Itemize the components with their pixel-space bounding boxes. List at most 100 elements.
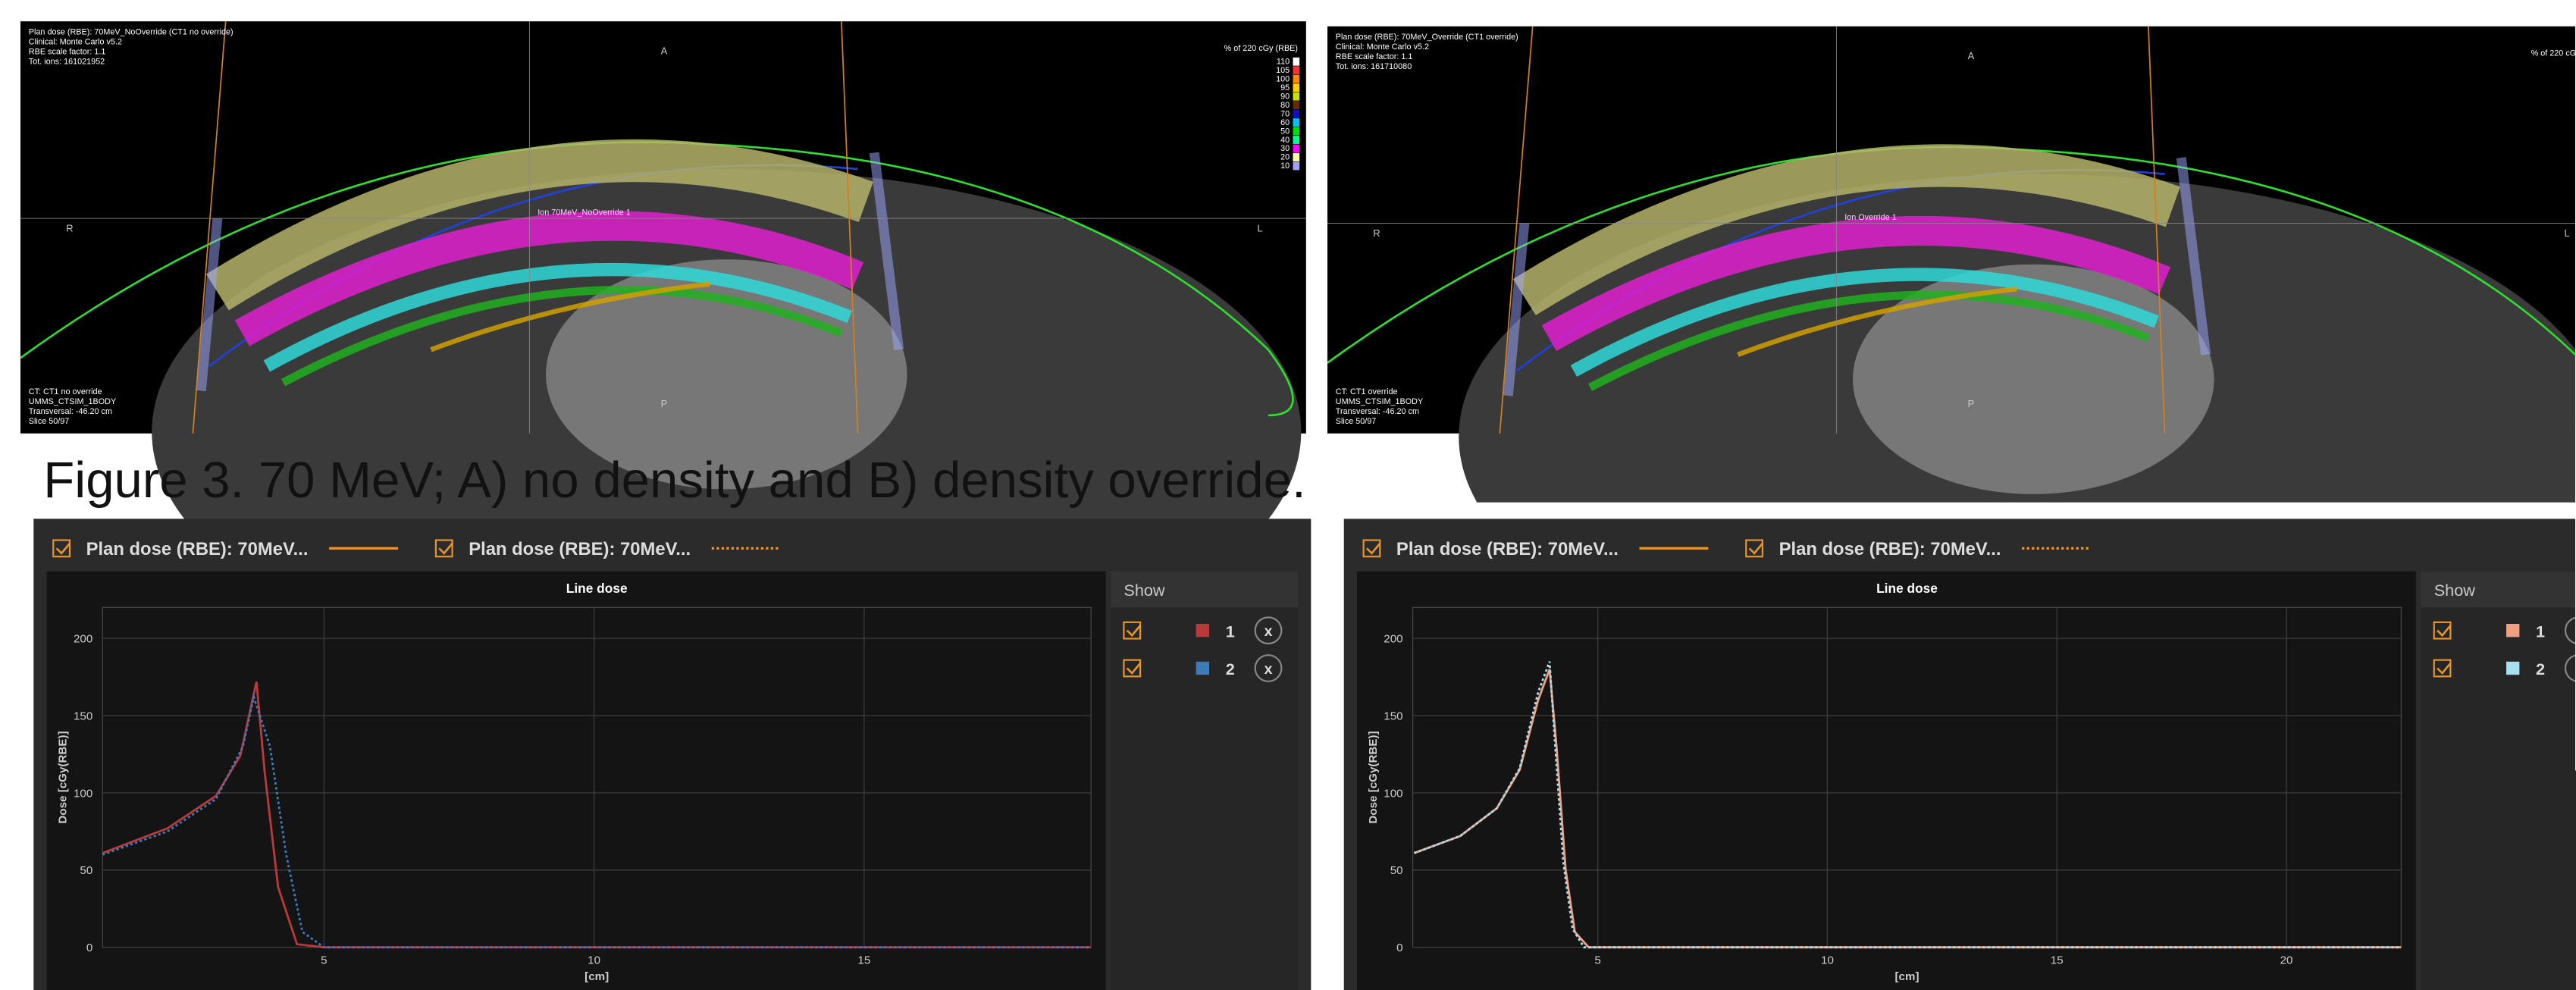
x-tick-label: 10 [588,954,600,967]
ct-info: CT: CT1 no override [29,387,102,396]
checkbox[interactable] [1123,621,1142,640]
orientation-label: R [1373,227,1380,239]
plan-info: Clinical: Monte Carlo v5.2 [1336,42,1429,52]
y-tick-label: 150 [1384,710,1402,722]
checkbox[interactable] [2433,621,2452,640]
remove-button[interactable] [1254,616,1283,645]
dose-swatch [1293,153,1300,161]
beam-outline [196,152,904,392]
dose-swatch [1293,83,1300,92]
series-id: 1 [2536,622,2545,641]
checkbox[interactable] [2433,659,2452,678]
dose-swatch [1293,109,1300,118]
x-axis-label: [cm] [1895,970,1919,983]
plan-info: Tot. ions: 161710080 [1336,62,1412,71]
y-tick-label: 50 [1390,864,1403,877]
chart-window: Plan dose (RBE): 70MeV... Plan dose (RBE)… [1343,518,2576,990]
chart-title: Line dose [566,581,628,596]
ct-info: Transversal: -46.20 cm [29,407,112,416]
ct-panel: Plan dose (RBE): 70MeV_Override (CT1 ove… [1327,26,2576,503]
y-axis-label: Dose [cGy(RBE)] [1367,731,1380,823]
dose-level: 105 [1276,66,1290,75]
y-tick-label: 0 [86,941,92,954]
y-tick-label: 50 [80,864,92,877]
dose-level: 90 [1280,92,1290,101]
x-tick-label: 15 [857,954,870,967]
orientation-label: A [1968,50,1975,61]
dose-line [102,693,1092,949]
ct-organ [546,259,907,490]
dose-swatch [1293,118,1300,127]
dose-swatch [1293,66,1300,75]
legend-label: Plan dose (RBE): 70MeV... [1396,539,1619,559]
dose-level: 50 [1280,127,1290,136]
dose-band [205,139,873,311]
dose-level: 110 [1277,57,1290,66]
checkbox[interactable] [1123,659,1142,678]
remove-button[interactable] [2564,616,2576,644]
dose-swatch [1293,57,1300,66]
beam-line [841,21,859,434]
show-header [1111,571,1298,608]
check-mark [1366,543,1381,555]
dose-band [234,211,864,346]
dose-swatch [1293,161,1300,171]
ct-info: Slice 50/97 [1336,417,1377,426]
dose-level: 70 [1280,109,1290,118]
remove-button[interactable] [1254,654,1283,682]
checkbox[interactable] [1362,539,1381,558]
series-swatch [1196,624,1210,638]
dose-swatch [1293,92,1300,101]
series-swatch [2506,624,2520,638]
body-contour [20,141,1294,417]
checkbox[interactable] [1745,539,1764,558]
dose-level: 100 [1276,74,1290,83]
x-tick-label: 5 [1594,954,1600,967]
dose-band [1512,144,2180,315]
dose-line [102,681,1092,949]
dose-level: 20 [1280,153,1290,162]
chart-title: Line dose [1876,581,1938,596]
checkbox[interactable] [434,539,453,558]
chart-window: Plan dose (RBE): 70MeV... Plan dose (RBE)… [33,518,1312,990]
y-tick-label: 100 [74,787,92,800]
remove-label: x [1264,623,1273,640]
series-id: 2 [1226,659,1235,678]
legend-label: Plan dose (RBE): 70MeV... [86,539,309,559]
orientation-label: P [661,398,668,409]
orientation-label: P [1968,398,1975,409]
dose-swatch [1293,136,1300,144]
plan-info: RBE scale factor: 1.1 [29,47,106,56]
dose-level: 10 [1280,161,1290,171]
series-id: 2 [2536,659,2545,678]
dose-band [430,281,710,352]
dose-band [280,286,843,387]
plot-bg [1356,571,2416,990]
plot-bg [46,571,1106,990]
x-tick-label: 10 [1821,954,1834,967]
y-tick-label: 150 [74,710,92,722]
dose-band [1587,290,2150,391]
remove-button[interactable] [2564,654,2576,682]
dose-unit: % of 220 cGy (RBE) [2531,49,2576,58]
dose-band [263,262,852,372]
dose-line [1413,661,2402,949]
check-mark [2437,663,2452,675]
x-tick-label: 5 [321,954,327,967]
dose-level: 60 [1280,118,1290,127]
ct-info: UMMS_CTSIM_1BODY [1336,397,1423,406]
beam-line [2148,26,2166,434]
check-mark [1748,543,1763,555]
ct-info: CT: CT1 override [1336,387,1398,396]
body-contour [1327,146,2576,421]
dose-level: 40 [1280,136,1290,145]
ct-info: Slice 50/97 [29,417,69,426]
plan-info: RBE scale factor: 1.1 [1336,52,1413,61]
show-table [1111,571,1298,990]
dose-swatch [1293,101,1300,110]
dose-level: 80 [1280,101,1290,110]
structure-label: Ion Override 1 [1844,213,1897,222]
checkbox[interactable] [52,539,71,558]
ct-organ [1853,264,2214,494]
series-swatch [1196,661,1210,675]
